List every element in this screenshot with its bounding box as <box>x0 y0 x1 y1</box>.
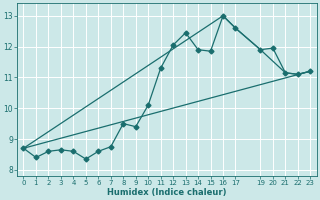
X-axis label: Humidex (Indice chaleur): Humidex (Indice chaleur) <box>107 188 227 197</box>
